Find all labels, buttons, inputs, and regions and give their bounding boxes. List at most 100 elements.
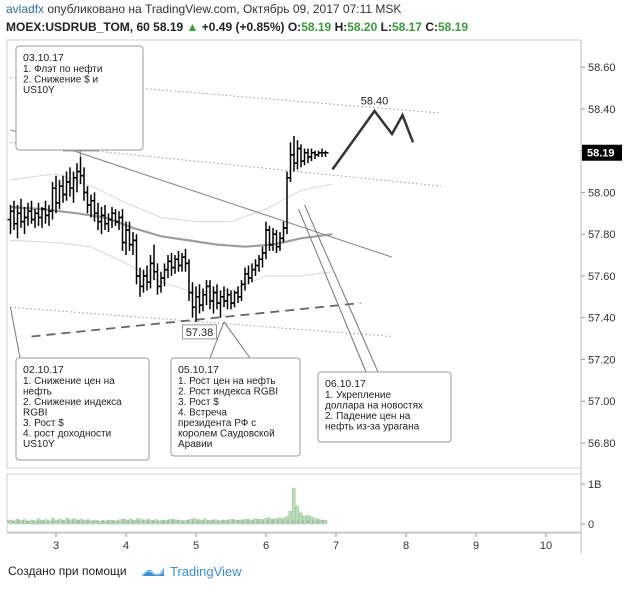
low-label: L: <box>380 20 392 34</box>
last-price-badge-text: 58.19 <box>587 148 615 160</box>
callout-line: 4. Встреча <box>178 408 227 419</box>
volume-axis: 1B 0 <box>581 479 601 531</box>
volume-bar <box>284 516 289 525</box>
callout-title: 06.10.17 <box>325 378 366 390</box>
callout-line: Аравии <box>178 439 212 450</box>
callout-pointer <box>209 321 225 359</box>
volume-bar <box>263 518 268 525</box>
callout-line: 2. Снижение индекса <box>23 397 122 408</box>
x-tick-label: 8 <box>403 540 409 552</box>
y-tick-label: 57.40 <box>588 313 616 325</box>
volume-tick-label: 0 <box>588 519 594 531</box>
callout-line: US10Y <box>23 439 55 450</box>
callout-line: королем Саудовской <box>178 429 275 440</box>
low-value: 58.17 <box>391 20 422 34</box>
volume-bar <box>295 505 299 525</box>
callout-box <box>317 371 452 443</box>
price-label: 57.38 <box>182 324 217 340</box>
callout-line: 3. Рост $ <box>178 397 219 408</box>
last-price-badge-bg <box>582 144 622 161</box>
tradingview-logo-icon <box>141 568 165 577</box>
callout-title: 05.10.17 <box>178 364 219 376</box>
volume-bars <box>7 487 328 525</box>
volume-bar <box>323 520 328 525</box>
callout-line: RGBI <box>23 408 47 419</box>
volume-bar <box>58 519 62 525</box>
callout-box <box>170 357 301 457</box>
y-axis: 58.6058.4058.2058.0057.8057.6057.4057.20… <box>581 62 616 450</box>
last-price: 58.19 <box>153 20 184 34</box>
callout-line: 2. Снижение $ и <box>23 75 98 86</box>
ohlc-bars <box>7 136 329 322</box>
x-tick-label: 5 <box>193 540 199 552</box>
callout-line: президента РФ с <box>178 418 256 429</box>
header-published: avladfx опубликовано на TradingView.com,… <box>6 2 401 16</box>
published-text: опубликовано на TradingView.com, Октябрь… <box>47 2 402 16</box>
volume-bar <box>306 515 310 525</box>
x-tick-label: 9 <box>473 540 479 552</box>
high-label: H: <box>334 20 348 34</box>
volume-bar <box>238 519 243 525</box>
callout-line: 1. Флэт по нефти <box>23 63 102 75</box>
y-tick-label: 57.00 <box>588 396 616 408</box>
x-tick-label: 3 <box>53 540 59 552</box>
change-value: +0.49 (+0.85%) <box>201 20 285 34</box>
callout-box <box>15 45 144 151</box>
footer: Создано при помощи TradingView <box>8 564 242 579</box>
callout-pointer <box>10 307 21 359</box>
callout-line: 4. рост доходности <box>23 429 111 440</box>
y-tick-label: 58.00 <box>588 187 616 199</box>
callout-line: 1. Укрепление <box>325 390 391 401</box>
callout-pointer <box>223 321 251 359</box>
volume-bar <box>291 487 296 525</box>
callout-line: 2. Рост индекса RGBI <box>178 387 278 398</box>
volume-tick-label: 1B <box>588 479 601 491</box>
moving-average-line <box>10 205 333 248</box>
y-tick-label: 57.80 <box>588 229 616 241</box>
forecast-path[interactable] <box>331 108 415 171</box>
ma-band-lower <box>10 239 333 294</box>
high-value: 58.20 <box>347 20 378 34</box>
volume-bar <box>8 519 13 525</box>
callout-line: нефть из-за урагана <box>325 421 420 433</box>
symbol-label: MOEX:USDRUB_TOM, 60 <box>6 20 150 34</box>
x-tick-label: 7 <box>333 540 339 552</box>
callout-line: 3. Рост $ <box>23 418 64 429</box>
volume-bar <box>178 520 183 525</box>
callout-pointer <box>304 204 379 373</box>
volume-bar <box>288 511 292 525</box>
y-tick-label: 57.20 <box>588 354 616 366</box>
volume-bar <box>299 512 303 525</box>
close-value: 58.19 <box>437 20 469 34</box>
volume-bar <box>33 520 37 525</box>
callout-title: 02.10.17 <box>23 364 64 376</box>
tradingview-brand[interactable]: TradingView <box>170 564 242 579</box>
volume-bar <box>118 519 122 525</box>
callout-pointer <box>298 208 367 373</box>
volume-bar <box>44 519 48 525</box>
close-label: C: <box>425 20 438 34</box>
callout-line: доллара на новостях <box>325 401 423 412</box>
volume-bar <box>68 519 73 525</box>
open-label: O: <box>287 20 302 34</box>
volume-bar <box>203 518 207 525</box>
callout-line: 1. Рост цен на нефть <box>178 375 276 387</box>
forecast-label: 58.40 <box>361 96 389 108</box>
callout-line: 2. Падение цен на <box>325 411 411 422</box>
y-tick-label: 57.60 <box>588 271 616 283</box>
author-link[interactable]: avladfx <box>6 2 45 16</box>
callout-line: нефть <box>23 386 52 398</box>
x-tick-label: 4 <box>123 540 129 552</box>
callout-line: 1. Снижение цен на <box>23 376 115 387</box>
price-label-box <box>182 324 217 340</box>
x-axis: 3 4 5 6 7 8 9 10 <box>53 533 552 552</box>
volume-bar <box>129 519 133 525</box>
y-tick-label: 58.40 <box>588 104 616 116</box>
